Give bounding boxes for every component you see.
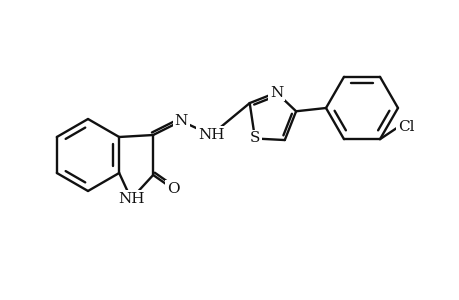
Text: N: N <box>269 85 282 100</box>
Text: O: O <box>167 182 179 196</box>
Text: Cl: Cl <box>397 120 414 134</box>
Text: S: S <box>249 131 260 146</box>
Text: NH: NH <box>197 128 224 142</box>
Text: NH: NH <box>118 192 144 206</box>
Text: N: N <box>174 114 187 128</box>
